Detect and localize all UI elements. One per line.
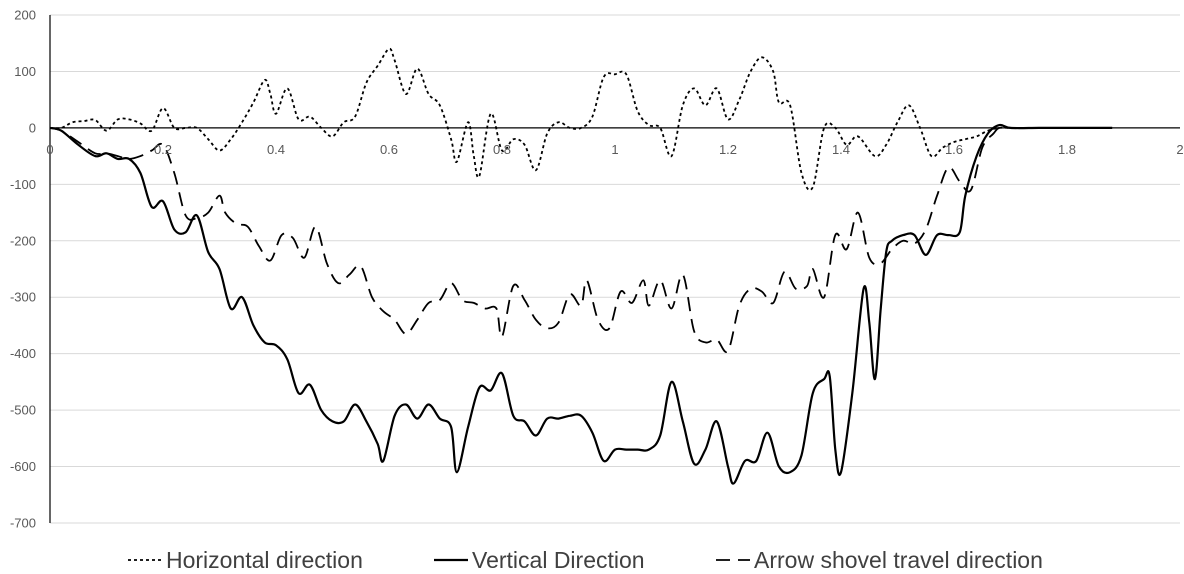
series-line-1: [49, 123, 1113, 485]
y-tick-label: -300: [10, 290, 36, 305]
x-tick-label: 1: [611, 142, 618, 157]
y-tick-label: -200: [10, 233, 36, 248]
y-tick-label: 0: [29, 120, 36, 135]
x-tick-label: 0.4: [267, 142, 285, 157]
y-tick-label: -700: [10, 516, 36, 531]
series-lines: [49, 47, 1113, 485]
grid-lines: [50, 14, 1180, 524]
y-tick-label: -100: [10, 177, 36, 192]
x-tick-label: 1.4: [832, 142, 850, 157]
legend-label: Horizontal direction: [166, 547, 363, 573]
y-tick-label: 200: [14, 8, 36, 23]
y-tick-label: -500: [10, 403, 36, 418]
y-tick-label: 100: [14, 64, 36, 79]
y-tick-label: -600: [10, 459, 36, 474]
legend: Horizontal direction Vertical Direction Ar…: [128, 547, 1043, 573]
x-tick-label: 0.2: [154, 142, 172, 157]
x-tick-label: 1.2: [719, 142, 737, 157]
x-tick-label: 0.8: [493, 142, 511, 157]
y-axis-tick-labels: 200 100 0 -100 -200 -300 -400 -500 -600 -700: [10, 8, 36, 531]
x-tick-label: 2: [1176, 142, 1183, 157]
x-tick-label: 0.6: [380, 142, 398, 157]
legend-label: Arrow shovel travel direction: [754, 547, 1043, 573]
series-line-0: [49, 47, 1113, 191]
y-tick-label: -400: [10, 346, 36, 361]
legend-label: Vertical Direction: [472, 547, 645, 573]
x-axis-tick-labels: 0 0.2 0.4 0.6 0.8 1 1.2 1.4 1.6 1.8 2: [46, 142, 1183, 157]
series-line-2: [49, 126, 1113, 353]
x-tick-label: 1.8: [1058, 142, 1076, 157]
x-tick-label: 1.6: [945, 142, 963, 157]
x-tick-label: 0: [46, 142, 53, 157]
